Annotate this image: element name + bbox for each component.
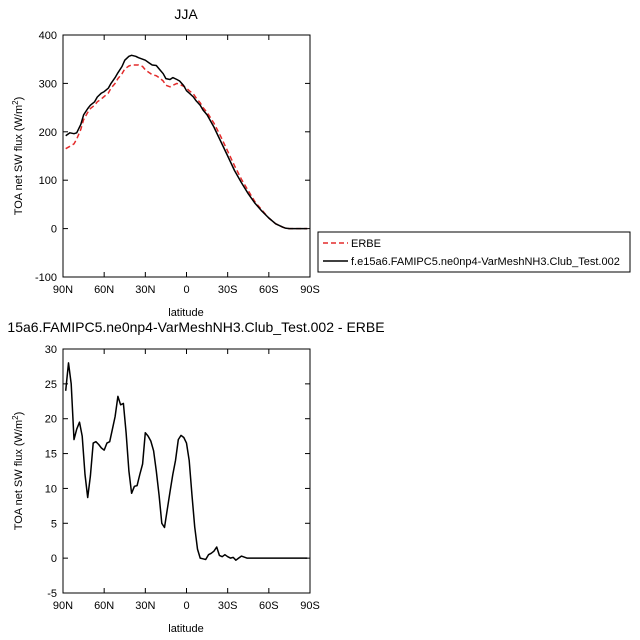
top-x-tick-label: 0: [183, 284, 189, 296]
bottom-y-axis-label-main: TOA net SW flux (W/m: [13, 420, 25, 530]
top-x-tick-label: 60N: [94, 284, 114, 296]
top-y-tick-label: 300: [39, 78, 57, 90]
bottom-x-tick-label: 90S: [300, 600, 320, 612]
bottom-x-tick-label: 90N: [53, 600, 73, 612]
top-x-tick-label: 30S: [218, 284, 238, 296]
top-series-lines: [65, 54, 308, 230]
bottom-x-tick-label: 60S: [259, 600, 279, 612]
top-y-axis-label-end: ): [13, 97, 25, 101]
bottom-x-axis-label: latitude: [168, 623, 203, 635]
bottom-x-tick-label: 0: [183, 600, 189, 612]
bottom-y-tick-label: 25: [45, 379, 57, 391]
bottom-plot-frame: [62, 348, 311, 594]
bottom-x-tick-label: 30S: [218, 600, 238, 612]
bottom-y-tick-label: 5: [51, 518, 57, 530]
bottom-chart-title: 15a6.FAMIPC5.ne0np4-VarMeshNH3.Club_Test…: [7, 319, 384, 335]
bottom-x-axis: 90N 60N 30N 0 30S 60S 90S: [53, 349, 320, 612]
top-y-tick-label: 200: [39, 127, 57, 139]
bottom-x-tick-label: 60N: [94, 600, 114, 612]
bottom-y-axis: -5 0 5 10 15 20 25 30: [45, 344, 310, 600]
top-y-tick-label: 100: [39, 175, 57, 187]
top-y-axis: -100 0 100 200 300 400: [35, 30, 310, 284]
bottom-y-axis-label: TOA net SW flux (W/m2): [11, 412, 25, 531]
bottom-y-tick-label: 15: [45, 449, 57, 461]
bottom-series-lines: [64, 362, 308, 561]
bottom-y-axis-label-sup: 2: [11, 415, 20, 420]
bottom-y-tick-label: 10: [45, 483, 57, 495]
bottom-series-line-0: [64, 362, 308, 561]
top-y-tick-label: 400: [39, 30, 57, 42]
legend-erbe-label: ERBE: [351, 238, 381, 250]
bottom-y-tick-label: 0: [51, 553, 57, 565]
top-y-axis-label-sup: 2: [11, 100, 20, 105]
top-plot-frame: [62, 34, 311, 278]
bottom-y-tick-label: -5: [47, 588, 57, 600]
top-y-tick-label: -100: [35, 272, 57, 284]
legend-box: [317, 231, 631, 273]
top-x-tick-label: 90S: [300, 284, 320, 296]
top-series-line-1: [65, 54, 308, 230]
top-x-tick-label: 30N: [135, 284, 155, 296]
legend-model-label: f.e15a6.FAMIPC5.ne0np4-VarMeshNH3.Club_T…: [351, 256, 620, 268]
top-y-axis-label-main: TOA net SW flux (W/m: [13, 105, 25, 215]
top-y-tick-label: 0: [51, 224, 57, 236]
top-x-tick-label: 60S: [259, 284, 279, 296]
bottom-panel: 15a6.FAMIPC5.ne0np4-VarMeshNH3.Club_Test…: [7, 319, 384, 635]
bottom-y-tick-label: 20: [45, 414, 57, 426]
bottom-x-tick-label: 30N: [135, 600, 155, 612]
top-y-axis-label: TOA net SW flux (W/m2): [11, 97, 25, 216]
top-x-axis: 90N 60N 30N 0 30S 60S 90S: [53, 35, 320, 296]
legend: ERBE f.e15a6.FAMIPC5.ne0np4-VarMeshNH3.C…: [317, 231, 631, 273]
top-x-axis-label: latitude: [168, 307, 203, 319]
bottom-y-tick-label: 30: [45, 344, 57, 356]
bottom-y-axis-label-end: ): [13, 412, 25, 416]
top-x-tick-label: 90N: [53, 284, 73, 296]
top-chart-title: JJA: [174, 6, 198, 22]
